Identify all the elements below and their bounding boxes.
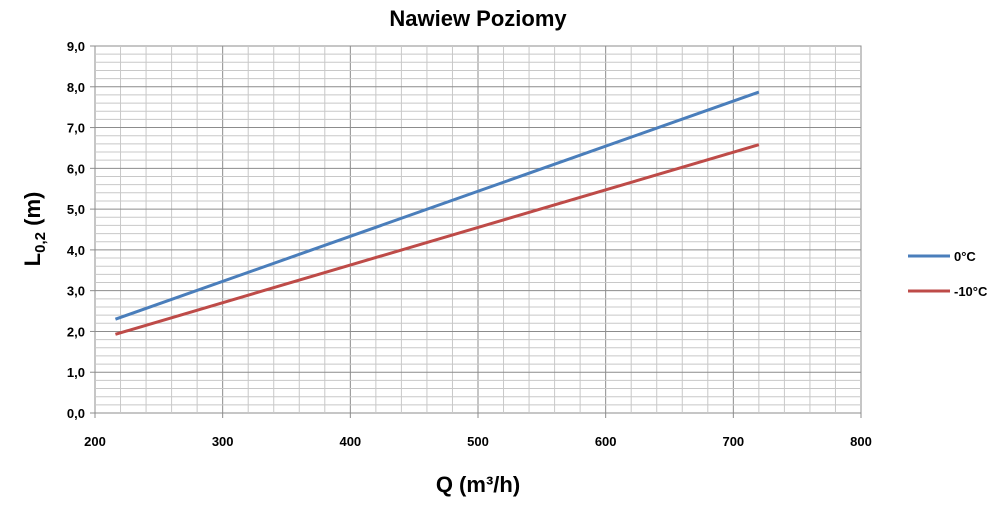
legend: 0°C -10°C xyxy=(908,249,988,299)
y-tick-label: 1,0 xyxy=(67,365,85,380)
y-axis-ticks: 0,0 1,0 2,0 3,0 4,0 5,0 6,0 7,0 8,0 9,0 xyxy=(67,39,95,421)
x-tick-label: 700 xyxy=(722,434,744,449)
grid xyxy=(95,46,861,413)
legend-label-0: 0°C xyxy=(954,249,976,264)
x-tick-label: 600 xyxy=(595,434,617,449)
y-axis-title-sub: 0,2 xyxy=(32,232,49,253)
y-tick-label: 0,0 xyxy=(67,406,85,421)
y-tick-label: 3,0 xyxy=(67,284,85,299)
x-axis-ticks: 200 300 400 500 600 700 800 xyxy=(84,413,872,449)
chart-title: Nawiew Poziomy xyxy=(389,6,567,31)
y-axis-title-main: L xyxy=(20,253,45,266)
x-tick-label: 500 xyxy=(467,434,489,449)
series-lines xyxy=(114,90,760,336)
x-tick-label: 300 xyxy=(212,434,234,449)
y-tick-label: 4,0 xyxy=(67,243,85,258)
y-axis-title-unit: (m) xyxy=(20,192,45,232)
y-axis-title: L0,2 (m) xyxy=(20,192,49,267)
y-tick-label: 8,0 xyxy=(67,80,85,95)
y-tick-label: 5,0 xyxy=(67,202,85,217)
y-tick-label: 9,0 xyxy=(67,39,85,54)
legend-label-1: -10°C xyxy=(954,284,988,299)
x-axis-title: Q (m³/h) xyxy=(436,472,520,497)
y-tick-label: 6,0 xyxy=(67,161,85,176)
x-tick-label: 400 xyxy=(339,434,361,449)
series-line-0 xyxy=(114,90,760,321)
x-tick-label: 200 xyxy=(84,434,106,449)
x-tick-label: 800 xyxy=(850,434,872,449)
y-tick-label: 2,0 xyxy=(67,324,85,339)
series-line-1 xyxy=(115,143,760,336)
y-tick-label: 7,0 xyxy=(67,121,85,136)
